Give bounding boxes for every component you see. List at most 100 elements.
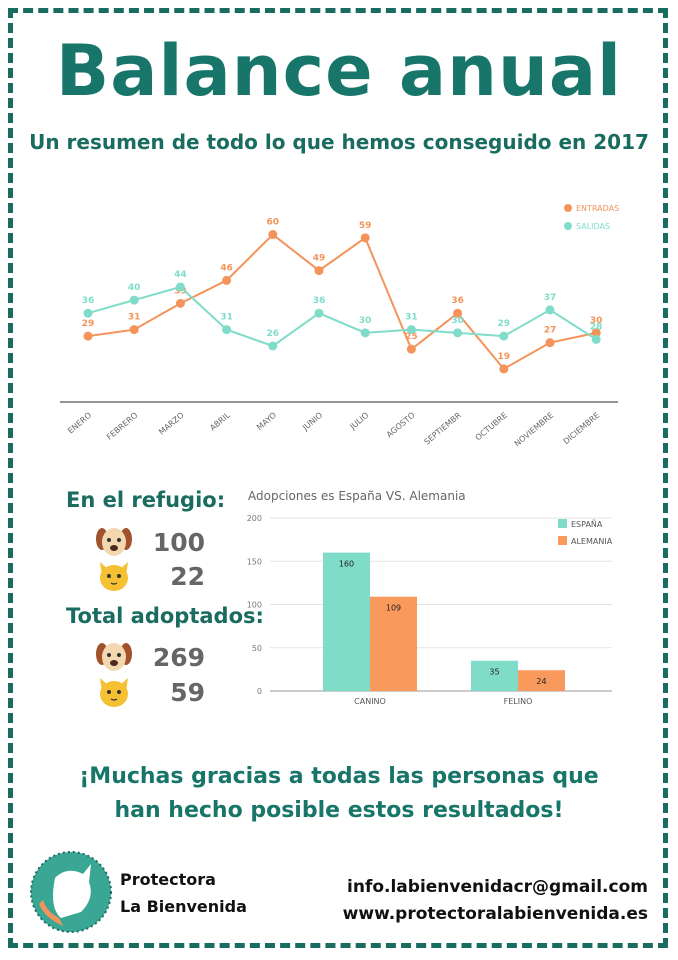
cat-icon <box>100 562 128 591</box>
data-point <box>268 341 278 351</box>
data-label: 36 <box>451 296 464 306</box>
data-label: 30 <box>451 316 464 326</box>
data-point <box>545 305 555 315</box>
bar-chart-title: Adopciones es España VS. Alemania <box>248 489 466 503</box>
x-tick-label: JULIO <box>348 411 371 432</box>
legend-swatch <box>564 222 572 230</box>
data-label: 36 <box>313 296 326 306</box>
data-point <box>360 233 370 243</box>
data-label: 30 <box>359 316 372 326</box>
x-category-label: CANINO <box>354 697 386 706</box>
adoptados-dogs-row: 269 <box>95 639 205 675</box>
legend-label: ALEMANIA <box>571 537 613 546</box>
org-name: Protectora La Bienvenida <box>120 866 247 920</box>
series-line-entradas <box>87 233 597 371</box>
bar-data-label: 109 <box>386 604 401 613</box>
data-label: 49 <box>313 254 326 264</box>
data-label: 25 <box>405 332 418 342</box>
refugio-heading: En el refugio: <box>66 488 226 512</box>
x-tick-label: ABRIL <box>208 410 232 432</box>
thanks-message: ¡Muchas gracias a todas las personas que… <box>0 760 678 828</box>
x-tick-label: MARZO <box>157 411 186 437</box>
dog-icon <box>96 528 132 556</box>
data-point <box>129 325 139 335</box>
y-tick-label: 150 <box>247 557 262 566</box>
legend-swatch <box>558 519 567 528</box>
x-tick-label: DICIEMBRE <box>562 411 602 447</box>
data-label: 31 <box>220 313 233 323</box>
data-point <box>314 266 324 276</box>
thanks-line-2: han hecho posible estos resultados! <box>114 798 564 823</box>
contact-website[interactable]: www.protectoralabienvenida.es <box>342 904 648 924</box>
contact-block: info.labienvenidacr@gmail.com www.protec… <box>343 874 648 928</box>
data-point <box>591 334 601 344</box>
data-point <box>222 275 232 285</box>
adoptados-dogs-count: 269 <box>152 642 205 672</box>
y-tick-label: 0 <box>257 687 262 696</box>
legend-swatch <box>558 536 567 545</box>
x-tick-label: SEPTIEMBR <box>422 410 463 446</box>
data-point <box>360 328 370 338</box>
cat-icon <box>100 678 128 707</box>
thanks-line-1: ¡Muchas gracias a todas las personas que <box>79 764 599 789</box>
x-tick-label: JUNIO <box>300 411 324 433</box>
data-point <box>499 364 509 374</box>
data-label: 40 <box>128 283 141 293</box>
refugio-cats-count: 22 <box>170 561 205 591</box>
legend-label: ENTRADAS <box>576 204 619 213</box>
data-label: 36 <box>82 296 95 306</box>
legend-label: SALIDAS <box>576 222 610 231</box>
data-point <box>222 325 232 335</box>
x-tick-label: OCTUBRE <box>474 411 509 443</box>
y-tick-label: 200 <box>247 514 262 523</box>
x-tick-label: AGOSTO <box>385 411 417 440</box>
data-label: 31 <box>405 313 418 323</box>
adoptions-bar-chart: Adopciones es España VS. Alemania 0 50 100 1… <box>247 489 613 706</box>
page-subtitle: Un resumen de todo lo que hemos consegui… <box>29 130 649 154</box>
page-title: Balance anual <box>55 30 623 112</box>
bar-españa <box>471 660 518 691</box>
data-label: 37 <box>544 293 557 303</box>
x-tick-label: ENERO <box>66 411 93 436</box>
data-point <box>453 328 463 338</box>
bar-alemania <box>370 596 417 691</box>
data-point <box>591 328 601 338</box>
bar-data-label: 35 <box>489 668 499 677</box>
contact-email[interactable]: info.labienvenidacr@gmail.com <box>347 877 648 897</box>
monthly-line-chart: ENERO FEBRERO MARZO ABRIL MAYO JUNIO JULIO AGOS… <box>60 204 619 449</box>
bar-data-label: 160 <box>339 560 354 569</box>
bar-alemania <box>518 670 565 691</box>
adoptados-heading: Total adoptados: <box>66 604 264 628</box>
data-point <box>314 308 324 318</box>
refugio-dogs-row: 100 <box>95 524 205 560</box>
x-tick-label: NOVIEMBRE <box>513 411 556 449</box>
legend-swatch <box>564 204 572 212</box>
bar-españa <box>323 552 370 691</box>
data-point <box>175 282 185 292</box>
org-name-line-1: Protectora <box>120 870 216 889</box>
y-tick-label: 50 <box>252 644 262 653</box>
data-label: 26 <box>267 329 280 339</box>
refugio-dogs-count: 100 <box>152 527 205 557</box>
data-label: 31 <box>128 313 141 323</box>
data-label: 46 <box>220 263 233 273</box>
data-label: 44 <box>174 270 187 280</box>
data-point <box>129 295 139 305</box>
x-tick-label: MAYO <box>255 411 278 432</box>
legend-label: ESPAÑA <box>571 519 603 529</box>
data-label: 29 <box>82 319 95 329</box>
dog-icon <box>96 643 132 671</box>
data-label: 60 <box>267 218 280 228</box>
data-point <box>406 325 416 335</box>
data-point <box>175 298 185 308</box>
data-point <box>406 344 416 354</box>
protectora-logo <box>30 851 112 933</box>
data-label: 59 <box>359 221 372 231</box>
data-label: 27 <box>544 326 557 336</box>
series-line-salidas <box>87 285 597 348</box>
data-label: 29 <box>498 319 511 329</box>
data-point <box>499 331 509 341</box>
dashed-frame <box>8 8 668 948</box>
adoptados-cats-row: 59 <box>95 674 205 710</box>
data-point <box>545 338 555 348</box>
